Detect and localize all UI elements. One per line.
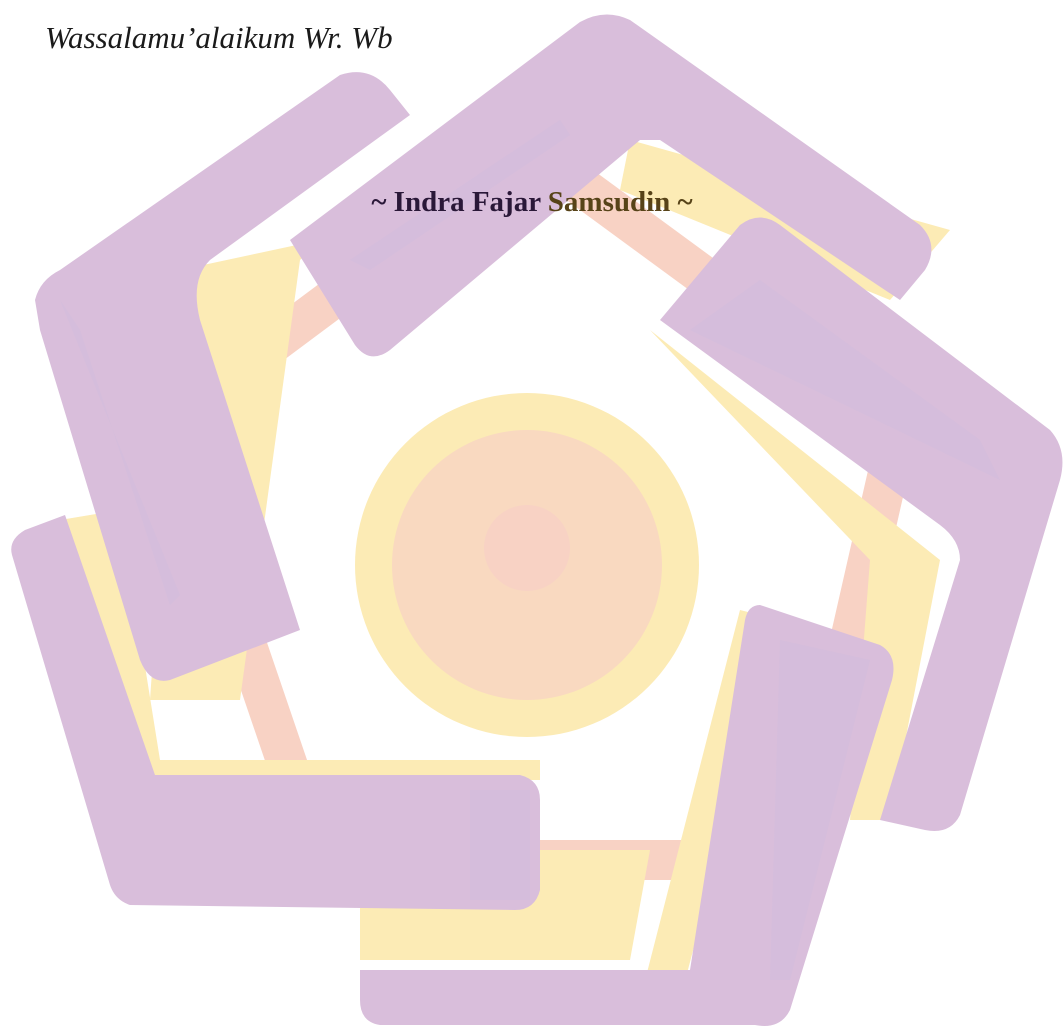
- author-signature: ~ Indra Fajar Samsudin ~: [0, 186, 1064, 219]
- closing-greeting: Wassalamu’alaikum Wr. Wb: [45, 20, 393, 55]
- signature-part-a: ~ Indra Fajar: [371, 186, 548, 218]
- purple-arms: [11, 14, 1063, 1026]
- inner-circle-shape: [484, 505, 570, 591]
- signature-part-b: Samsudin ~: [547, 186, 693, 218]
